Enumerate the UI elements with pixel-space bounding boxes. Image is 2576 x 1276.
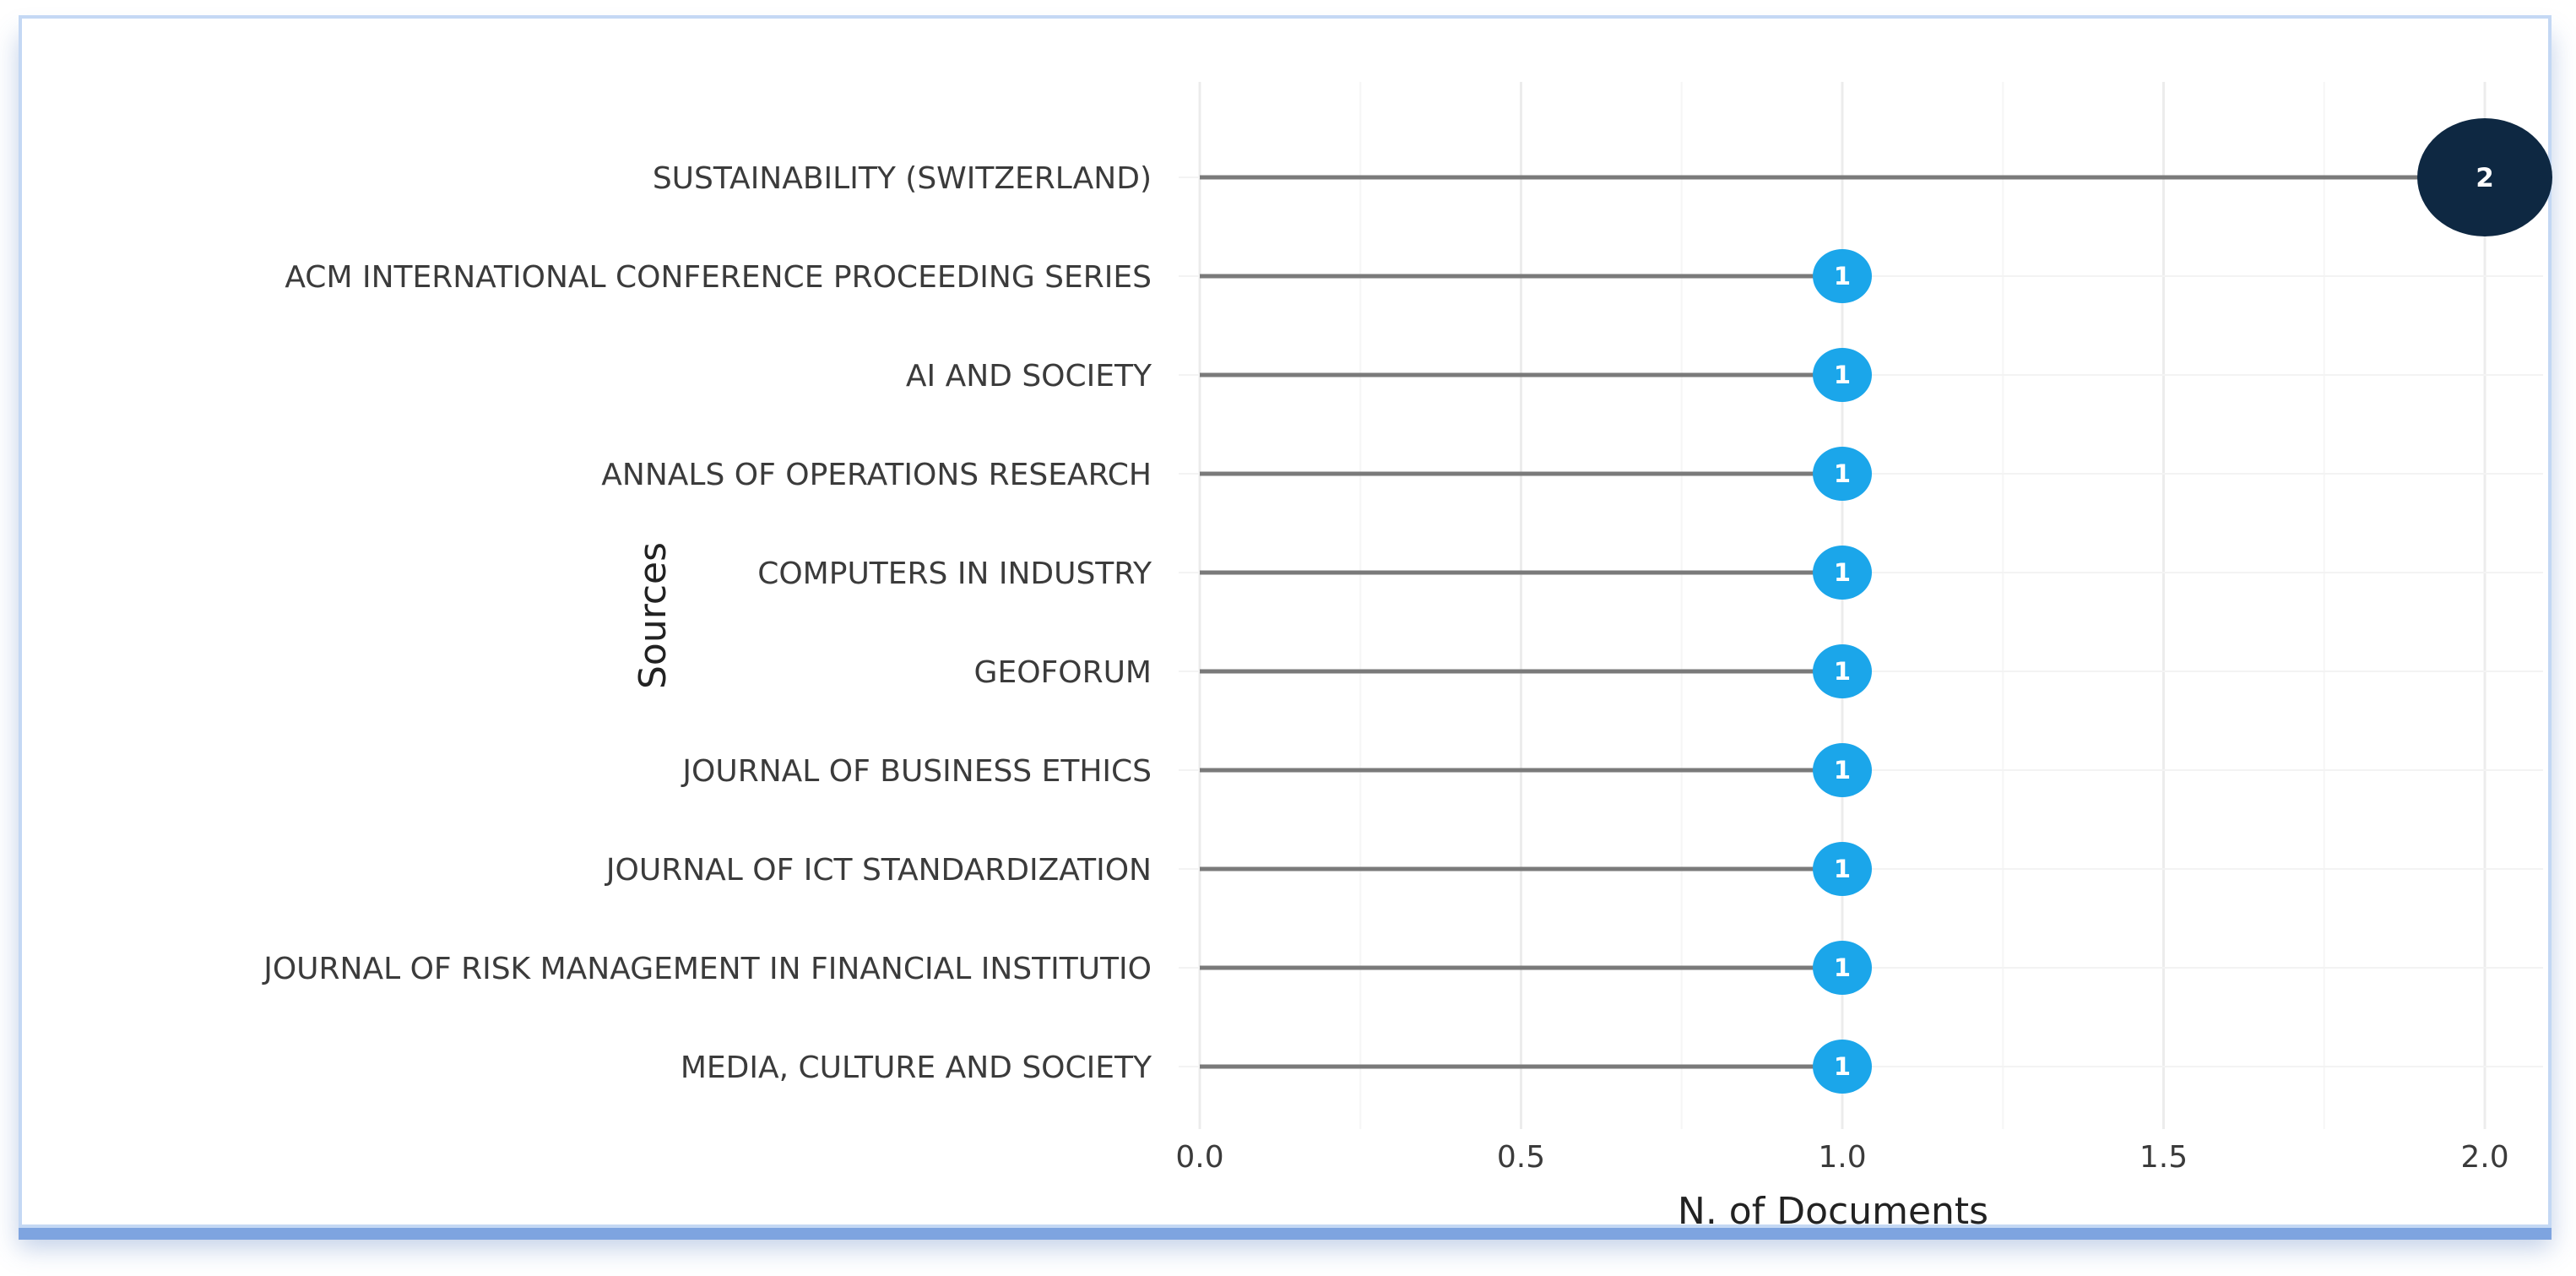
category-label-journal-of-ict-standardization: JOURNAL OF ICT STANDARDIZATION [605, 853, 1152, 888]
bubble-value-label: 1 [1834, 756, 1851, 785]
bubble-value-label: 1 [1834, 1052, 1851, 1081]
bubbles: 2 1 1 1 1 1 1 1 1 1 [1813, 118, 2552, 1094]
bubble-geoforum [1813, 644, 1872, 698]
bubble-value-label: 1 [1834, 459, 1851, 488]
x-tick-label: 0.5 [1497, 1140, 1545, 1175]
bubble-value-label: 1 [1834, 361, 1851, 389]
x-tick-label: 1.0 [1818, 1140, 1866, 1175]
x-tick-label: 2.0 [2460, 1140, 2508, 1175]
category-label-computers-in-industry: COMPUTERS IN INDUSTRY [757, 557, 1152, 591]
bubble-ai-and-society [1813, 348, 1872, 402]
chart-frame: 2 1 1 1 1 1 1 1 1 1 SUSTAINABILITY (SWITZERLAND) A… [19, 15, 2552, 1231]
category-label-sustainability-switzerland: SUSTAINABILITY (SWITZERLAND) [653, 161, 1152, 196]
x-tick-label: 1.5 [2139, 1140, 2188, 1175]
bubble-computers-in-industry [1813, 546, 1872, 600]
bubble-journal-of-business-ethics [1813, 743, 1872, 797]
category-labels: SUSTAINABILITY (SWITZERLAND) ACM INTERNAT… [262, 161, 1152, 1085]
bubble-value-label: 1 [1834, 262, 1851, 290]
bubble-annals-of-operations-research [1813, 447, 1872, 501]
bubble-journal-of-risk-management-in-financial-institutio [1813, 941, 1872, 995]
bubble-acm-international-conference-proceeding-series [1813, 249, 1872, 303]
category-label-annals-of-operations-research: ANNALS OF OPERATIONS RESEARCH [601, 458, 1152, 492]
category-label-ai-and-society: AI AND SOCIETY [906, 359, 1152, 394]
category-label-media-culture-and-society: MEDIA, CULTURE AND SOCIETY [681, 1051, 1152, 1085]
category-label-acm-international-conference-proceeding-series: ACM INTERNATIONAL CONFERENCE PROCEEDING … [285, 260, 1152, 295]
x-axis-title: N. of Documents [1678, 1190, 1988, 1231]
bubble-journal-of-ict-standardization [1813, 842, 1872, 896]
bubble-value-label: 2 [2476, 163, 2494, 193]
lollipop-chart: 2 1 1 1 1 1 1 1 1 1 SUSTAINABILITY (SWITZERLAND) A… [262, 82, 2552, 1231]
category-label-geoforum: GEOFORUM [974, 655, 1152, 690]
x-tick-label: 0.0 [1175, 1140, 1223, 1175]
x-tick-labels: 0.0 0.5 1.0 1.5 2.0 [1175, 1140, 2508, 1175]
category-label-journal-of-business-ethics: JOURNAL OF BUSINESS ETHICS [681, 754, 1152, 789]
bubble-value-label: 1 [1834, 953, 1851, 982]
bubble-value-label: 1 [1834, 855, 1851, 883]
bubble-value-label: 1 [1834, 657, 1851, 686]
stems [1200, 175, 2485, 1069]
bubble-value-label: 1 [1834, 558, 1851, 587]
bubble-sustainability-switzerland [2417, 118, 2552, 236]
bubble-media-culture-and-society [1813, 1040, 1872, 1094]
category-label-journal-of-risk-management-in-financial-institutio: JOURNAL OF RISK MANAGEMENT IN FINANCIAL … [262, 952, 1152, 986]
y-axis-title: Sources [632, 542, 675, 689]
